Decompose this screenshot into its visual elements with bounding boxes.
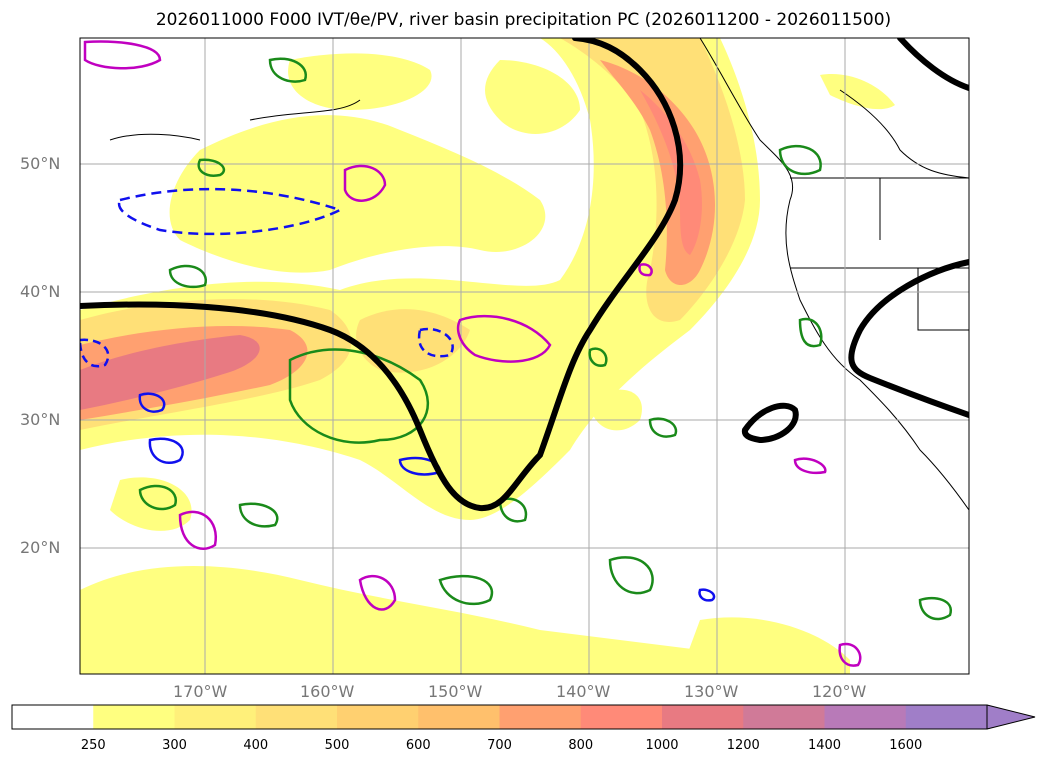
colorbar-tick-label: 1600 <box>889 738 923 753</box>
lon-tick-label: 150°W <box>428 682 483 701</box>
colorbar-tick-label: 400 <box>243 738 269 753</box>
chart-title: 2026011000 F000 IVT/θe/PV, river basin p… <box>155 10 892 30</box>
theta-e-contours <box>80 38 969 512</box>
colorbar-swatch <box>824 705 907 729</box>
pv-magenta-contours <box>83 40 862 667</box>
ivt-shading <box>80 38 895 674</box>
pv-green-contours <box>138 57 952 621</box>
colorbar-swatch <box>580 705 663 729</box>
lon-tick-label: 120°W <box>812 682 867 701</box>
colorbar-swatch <box>255 705 338 729</box>
colorbar-swatch <box>174 705 257 729</box>
colorbar-swatch <box>662 705 744 729</box>
lon-tick-label: 140°W <box>556 682 611 701</box>
lat-tick-label: 30°N <box>20 410 61 429</box>
colorbar-swatch <box>418 705 500 729</box>
colorbar-tick-label: 800 <box>568 738 594 753</box>
lat-tick-label: 50°N <box>20 154 61 173</box>
colorbar-swatch <box>12 705 94 729</box>
lat-tick-label: 40°N <box>20 282 61 301</box>
colorbar-tick-label: 500 <box>324 738 350 753</box>
colorbar-swatch <box>93 705 175 729</box>
colorbar-swatch <box>743 705 825 729</box>
colorbar-tick-label: 1200 <box>726 738 760 753</box>
lat-tick-label: 20°N <box>20 538 61 557</box>
colorbar-swatch <box>905 705 988 729</box>
colorbar-tick-label: 300 <box>162 738 187 753</box>
colorbar-tick-label: 600 <box>405 738 431 753</box>
colorbar-swatch <box>499 705 582 729</box>
map-frame <box>79 37 970 675</box>
lon-tick-label: 130°W <box>684 682 739 701</box>
lon-tick-label: 160°W <box>300 682 355 701</box>
colorbar-tick-label: 700 <box>487 738 512 753</box>
colorbar-swatch <box>337 705 419 729</box>
colorbar-tick-label: 250 <box>80 738 106 753</box>
ivt-shading-peak <box>80 90 702 410</box>
colorbar-tick-label: 1400 <box>807 738 842 753</box>
lon-tick-label: 170°W <box>173 682 228 701</box>
colorbar-tick-label: 1000 <box>645 738 679 753</box>
coastline <box>109 38 969 511</box>
colorbar-extend-arrow <box>987 705 1035 729</box>
